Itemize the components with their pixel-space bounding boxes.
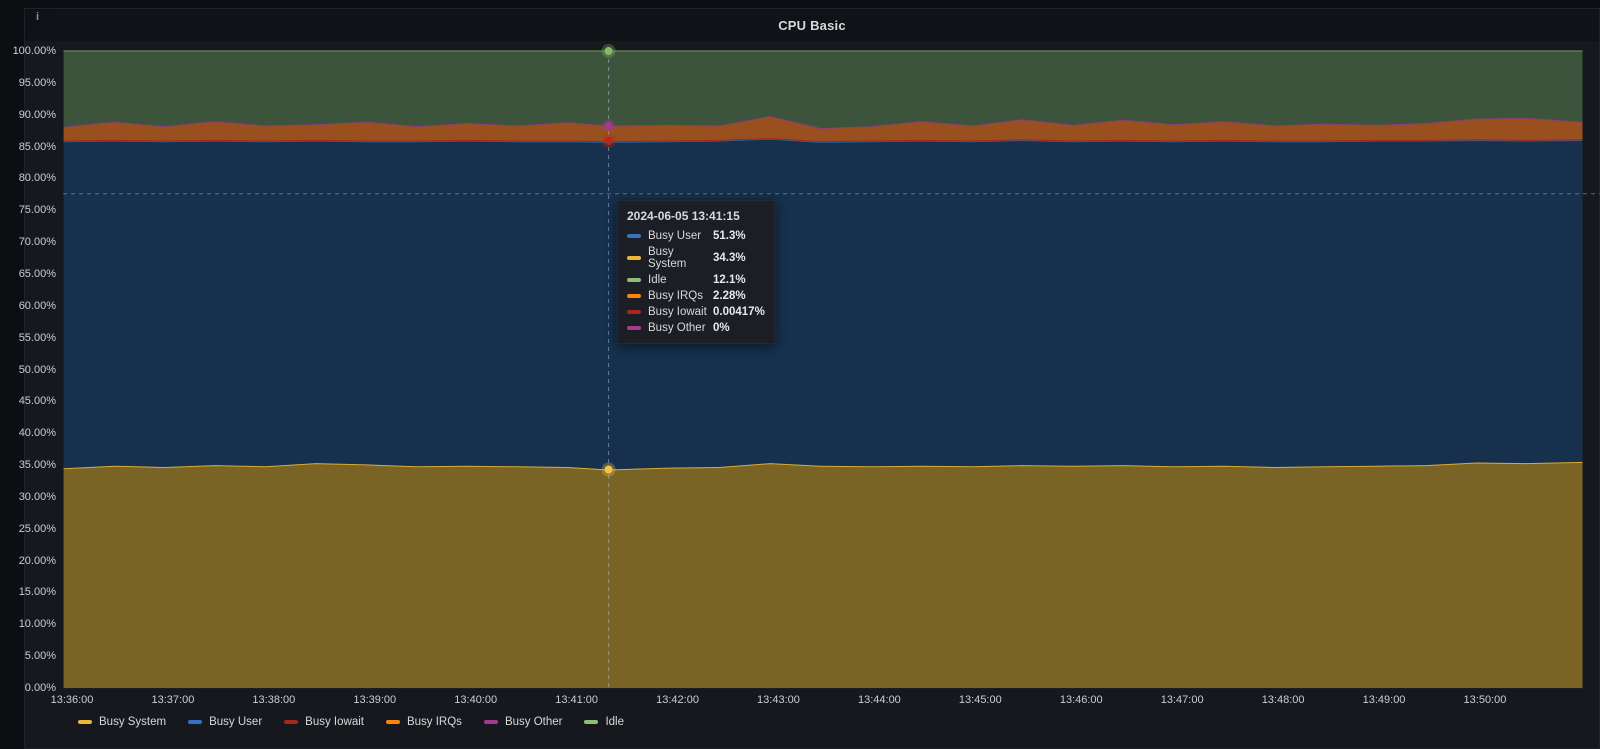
tooltip-row: Busy System 34.3% xyxy=(627,246,765,270)
y-axis-label: 30.00% xyxy=(18,490,56,503)
y-axis-label: 20.00% xyxy=(18,554,56,567)
area-busy-system xyxy=(63,461,1583,688)
tooltip-series-label: Busy IRQs xyxy=(648,290,703,302)
hover-dot-idle xyxy=(604,47,613,55)
y-axis-label: 5.00% xyxy=(24,650,56,663)
tooltip-row: Busy IRQs 2.28% xyxy=(627,290,765,302)
x-axis-label: 13:42:00 xyxy=(656,694,699,706)
series-color-swatch xyxy=(627,234,641,238)
x-axis-label: 13:37:00 xyxy=(151,694,195,706)
legend-label: Idle xyxy=(605,716,625,728)
tooltip-series-value: 51.3% xyxy=(713,230,746,242)
y-axis-label: 95.00% xyxy=(18,76,56,89)
series-color-swatch xyxy=(627,294,641,298)
legend-label: Busy IRQs xyxy=(406,716,462,728)
legend-color-swatch xyxy=(284,720,299,724)
legend: Busy System Busy User Busy Iowait Busy IRQs… xyxy=(78,716,624,728)
legend-label: Busy Other xyxy=(504,716,563,728)
panel-corner-info-triangle[interactable] xyxy=(25,9,55,39)
series-color-swatch xyxy=(627,256,641,260)
y-axis-label: 15.00% xyxy=(18,586,56,599)
legend-color-swatch xyxy=(385,720,400,724)
tooltip-series-label: Busy Other xyxy=(648,322,706,334)
hover-dot-busy-other xyxy=(604,121,613,130)
hover-tooltip: 2024-06-05 13:41:15 Busy User 51.3% Busy S… xyxy=(617,200,775,344)
y-axis-label: 55.00% xyxy=(18,331,56,344)
series-color-swatch xyxy=(627,278,641,282)
legend-item-busy-irqs[interactable]: Busy IRQs xyxy=(385,716,462,728)
legend-item-busy-system[interactable]: Busy System xyxy=(78,716,166,728)
tooltip-series-value: 2.28% xyxy=(713,290,746,302)
x-axis-label: 13:36:00 xyxy=(50,694,94,706)
tooltip-row: Busy User 51.3% xyxy=(627,230,765,242)
y-axis-label: 75.00% xyxy=(18,204,56,217)
tooltip-series-value: 0.00417% xyxy=(713,306,765,318)
tooltip-row: Busy Other 0% xyxy=(627,322,765,334)
y-axis-label: 45.00% xyxy=(18,395,56,408)
x-axis-label: 13:40:00 xyxy=(454,694,498,706)
y-axis-label: 10.00% xyxy=(18,618,56,631)
x-axis-label: 13:48:00 xyxy=(1261,694,1305,706)
legend-color-swatch xyxy=(584,720,599,724)
legend-label: Busy User xyxy=(209,716,263,728)
tooltip-series-label: Busy System xyxy=(648,246,687,270)
y-axis-label: 85.00% xyxy=(18,140,56,153)
legend-color-swatch xyxy=(188,720,203,724)
area-idle xyxy=(63,51,1583,129)
x-axis-label: 13:39:00 xyxy=(353,694,397,706)
legend-label: Busy System xyxy=(99,716,167,728)
y-axis-label: 70.00% xyxy=(18,236,56,249)
tooltip-series-label: Busy User xyxy=(648,230,702,242)
legend-item-busy-iowait[interactable]: Busy Iowait xyxy=(284,716,364,728)
y-axis-label: 100.00% xyxy=(12,45,56,57)
area-busy-user xyxy=(63,138,1583,470)
x-axis-label: 13:43:00 xyxy=(757,694,800,706)
y-axis-label: 35.00% xyxy=(18,459,56,472)
y-axis-label: 90.00% xyxy=(18,108,56,121)
tooltip-row: Idle 12.1% xyxy=(627,274,765,286)
tooltip-series-value: 12.1% xyxy=(713,274,746,286)
legend-item-idle[interactable]: Idle xyxy=(584,716,624,728)
x-axis-label: 13:46:00 xyxy=(1059,694,1103,706)
x-axis-label: 13:41:00 xyxy=(555,694,599,706)
y-axis-label: 0.00% xyxy=(24,682,56,694)
tooltip-series-value: 0% xyxy=(713,322,730,334)
legend-item-busy-other[interactable]: Busy Other xyxy=(483,716,563,728)
legend-item-busy-user[interactable]: Busy User xyxy=(188,716,262,728)
x-axis-label: 13:49:00 xyxy=(1362,694,1406,706)
y-axis-label: 50.00% xyxy=(18,363,56,376)
y-axis-label: 80.00% xyxy=(18,172,56,185)
y-axis-label: 40.00% xyxy=(18,427,56,440)
panel-header[interactable]: CPU Basic xyxy=(25,9,1599,41)
y-axis-label: 65.00% xyxy=(18,267,56,280)
x-axis-label: 13:45:00 xyxy=(958,694,1002,706)
x-axis-label: 13:38:00 xyxy=(252,694,296,706)
panel-title[interactable]: CPU Basic xyxy=(778,17,846,33)
tooltip-series-value: 34.3% xyxy=(713,252,746,264)
x-axis-label: 13:44:00 xyxy=(857,694,901,706)
series-color-swatch xyxy=(627,310,641,314)
tooltip-series-label: Busy Iowait xyxy=(648,306,707,318)
hover-dot-busy-iowait xyxy=(604,137,613,146)
x-axis-label: 13:47:00 xyxy=(1160,694,1204,706)
hover-dot-busy-system xyxy=(604,465,613,474)
y-axis-label: 60.00% xyxy=(18,299,56,312)
legend-color-swatch xyxy=(78,720,92,724)
legend-label: Busy Iowait xyxy=(305,716,364,728)
series-color-swatch xyxy=(627,326,641,330)
legend-color-swatch xyxy=(483,720,498,724)
tooltip-row: Busy Iowait 0.00417% xyxy=(627,306,765,318)
tooltip-series-label: Idle xyxy=(648,274,667,286)
x-axis-label: 13:50:00 xyxy=(1463,694,1507,706)
info-icon[interactable]: i xyxy=(36,11,40,23)
y-axis-label: 25.00% xyxy=(18,522,56,535)
tooltip-timestamp: 2024-06-05 13:41:15 xyxy=(627,209,740,223)
